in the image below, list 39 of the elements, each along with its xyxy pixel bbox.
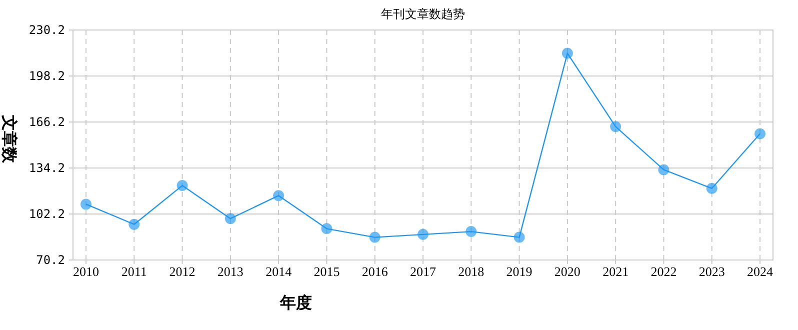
point xyxy=(224,213,236,224)
point xyxy=(80,198,92,210)
x-tick-label: 2013 xyxy=(217,264,244,279)
x-tick-label: 2019 xyxy=(506,264,532,279)
x-tick-label: 2010 xyxy=(73,264,99,279)
point xyxy=(128,218,140,230)
x-tick-label: 2017 xyxy=(410,264,436,279)
point xyxy=(610,121,622,132)
x-tick-label: 2024 xyxy=(747,264,774,279)
point xyxy=(466,226,477,238)
point xyxy=(514,232,525,243)
x-axis-title: 年度 xyxy=(279,293,312,312)
x-tick-label: 2018 xyxy=(458,264,484,279)
point xyxy=(273,190,284,202)
x-tick-label: 2012 xyxy=(169,264,196,279)
point xyxy=(754,128,766,140)
x-tick-label: 2014 xyxy=(266,264,292,279)
x-tick-label: 2011 xyxy=(121,264,147,279)
x-tick-label: 2021 xyxy=(602,264,629,279)
y-tick-label: 198.2 xyxy=(28,69,65,83)
point xyxy=(562,48,573,59)
x-tick-label: 2020 xyxy=(554,264,580,279)
x-tick-label: 2023 xyxy=(698,264,725,279)
point xyxy=(369,232,380,243)
x-tick-label: 2015 xyxy=(314,264,340,279)
y-tick-label: 230.2 xyxy=(28,23,65,37)
point xyxy=(418,228,428,240)
y-axis-title: 文章数 xyxy=(0,114,19,164)
point xyxy=(321,223,332,234)
x-tick-label: 2016 xyxy=(362,264,388,279)
y-tick-label: 166.2 xyxy=(28,115,65,129)
y-tick-label: 134.2 xyxy=(28,161,65,175)
point xyxy=(658,164,670,176)
y-tick-label: 70.2 xyxy=(36,253,65,267)
point xyxy=(176,180,188,192)
point xyxy=(706,182,718,194)
y-tick-label: 102.2 xyxy=(28,207,65,221)
x-tick-label: 2022 xyxy=(650,264,677,279)
chart-title: 年刊文章数趋势 xyxy=(381,7,465,21)
